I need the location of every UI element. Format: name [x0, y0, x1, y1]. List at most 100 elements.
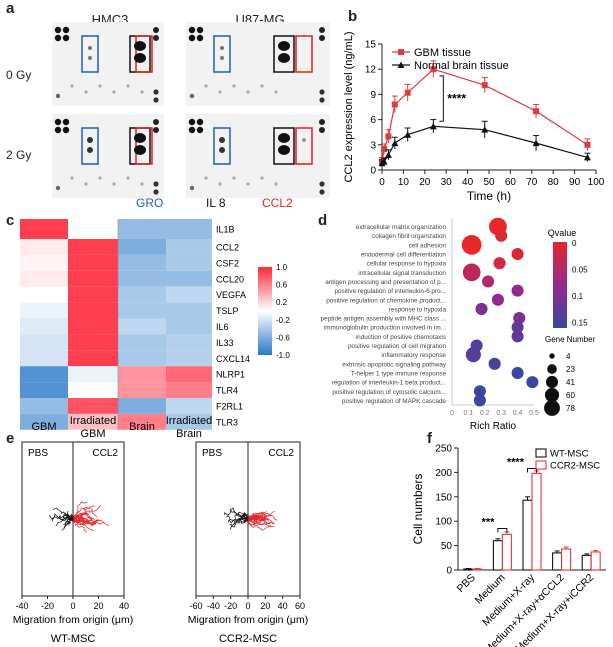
cell-track — [72, 513, 94, 524]
enrichment-dot — [489, 217, 507, 236]
gro-box — [213, 127, 231, 165]
il8-box — [273, 35, 295, 73]
cell-track — [247, 516, 275, 525]
heatmap-cell — [20, 413, 68, 430]
term-label: intracellular signal transduction — [358, 270, 446, 277]
faint-spot — [70, 176, 74, 180]
cell-track — [247, 516, 262, 521]
term-label: immunoglobulin production involved in im… — [324, 325, 446, 332]
cell-track — [72, 518, 82, 526]
cell-track — [247, 511, 267, 521]
heatmap-cell — [118, 334, 166, 351]
y-tick-label: 9 — [370, 90, 376, 101]
reference-dot — [54, 126, 62, 134]
term-label: inflammatory response — [381, 352, 446, 359]
colorbar — [258, 267, 272, 355]
reference-dot — [62, 26, 70, 34]
x-tick-label: 30 — [441, 177, 453, 188]
x-tick-label: -20 — [41, 601, 54, 611]
enrichment-dot — [511, 284, 524, 297]
series-line — [381, 68, 588, 162]
cell-track — [62, 516, 74, 521]
colorbar-tick: -0.6 — [276, 333, 290, 342]
heatmap-cell — [68, 302, 118, 319]
cell-track — [227, 513, 249, 524]
heatmap-cell — [166, 350, 212, 367]
cell-track — [72, 518, 105, 526]
reference-dot — [54, 118, 62, 126]
faint-spot — [70, 84, 74, 88]
gro-box — [81, 127, 99, 165]
heatmap-cell — [20, 239, 68, 255]
cell-track — [230, 518, 249, 530]
x-tick-label: 0.2 — [480, 410, 490, 417]
reference-dot — [153, 127, 159, 133]
faint-spot — [98, 84, 102, 88]
heatmap-cell — [166, 302, 212, 319]
size-legend-dot — [547, 364, 557, 374]
il8-spot — [278, 53, 290, 63]
panel-title: CCR2-MSC — [219, 633, 277, 645]
cell-track — [247, 511, 267, 522]
cell-track — [72, 505, 96, 520]
reference-dot — [153, 89, 159, 95]
x-tick-label: 100 — [588, 177, 605, 188]
data-point — [404, 89, 411, 96]
colorbar-tick: -1.0 — [276, 351, 290, 360]
x-tick-label: 90 — [569, 177, 581, 188]
blot-image — [186, 114, 330, 198]
colorbar-tick: 0.15 — [572, 319, 588, 328]
category-label: PBS — [455, 572, 478, 595]
y-tick-label: 0 — [370, 166, 376, 177]
faint-spot — [232, 84, 236, 88]
heatmap-cell — [166, 366, 212, 383]
enrichment-dot — [495, 229, 508, 242]
enrichment-dot — [488, 357, 501, 370]
cell-track — [63, 515, 74, 528]
category-label: Medium+X-ray+iCCR2 — [513, 572, 596, 647]
heatmap-cell — [20, 366, 68, 383]
cell-track — [72, 512, 95, 520]
term-label: positive regulation of interleukin-6 pro… — [334, 288, 446, 295]
bar — [472, 568, 483, 571]
size-legend-label: 23 — [566, 365, 575, 374]
category-label: Medium — [473, 571, 508, 606]
heatmap-cell — [118, 350, 166, 367]
row-label: TSLP — [216, 306, 239, 316]
reference-dot — [319, 35, 325, 41]
heatmap-cell — [118, 286, 166, 303]
significance-label: **** — [447, 92, 466, 106]
term-label: collagen fibril organization — [372, 233, 446, 240]
category-label: Medium+X-ray+αCCL2 — [482, 572, 567, 647]
gro-box — [213, 35, 231, 73]
size-legend-dot — [544, 400, 560, 416]
size-legend-label: 78 — [566, 404, 575, 413]
row-label: TLR3 — [216, 417, 238, 427]
term-label: T-helper 1 type immune response — [351, 370, 447, 377]
cell-track — [72, 516, 97, 526]
il8-spot — [134, 41, 146, 51]
term-label: positive regulation of MAPK cascade — [342, 398, 447, 405]
corner-label-ccl2: CCL2 — [92, 448, 118, 459]
cell-track — [72, 504, 102, 520]
bar — [463, 568, 474, 571]
x-tick-label: -40 — [15, 601, 28, 611]
blot-image — [52, 114, 164, 198]
x-tick-label: 20 — [260, 601, 270, 611]
panel-a: HMC3 U87-MG 0 Gy 2 Gy GRO IL 8 CCL2 — [0, 0, 345, 212]
x-tick-label: 50 — [483, 177, 495, 188]
cell-track — [51, 513, 74, 522]
heatmap-cell — [20, 270, 68, 287]
term-label: extrinsic apoptotic signaling pathway — [342, 361, 447, 368]
cell-track — [247, 513, 264, 520]
x-tick-label: 60 — [505, 177, 517, 188]
qvalue-colorbar — [553, 242, 567, 328]
reference-dot — [153, 27, 159, 33]
cell-track — [72, 514, 96, 526]
legend-il8: IL 8 — [206, 196, 226, 210]
heatmap-cell — [118, 239, 166, 255]
bar — [531, 472, 542, 571]
term-label: positive regulation of cytosolic calcium… — [332, 389, 446, 396]
cell-track — [72, 517, 85, 522]
faint-spot — [218, 90, 222, 94]
